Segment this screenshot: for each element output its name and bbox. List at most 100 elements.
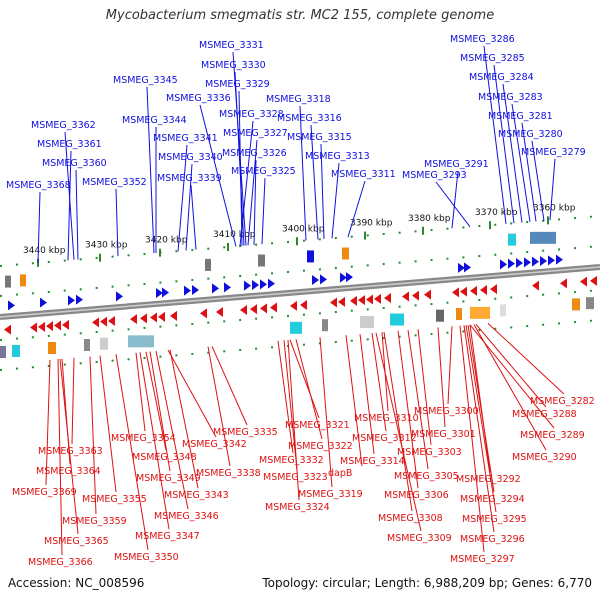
reverse-gene-arrow bbox=[46, 321, 53, 332]
reverse-gene-label: MSMEG_3324 bbox=[265, 502, 330, 513]
reverse-gene-label: MSMEG_3290 bbox=[512, 452, 577, 463]
reverse-gene-label: dapB bbox=[328, 468, 352, 479]
reverse-gene-arrow bbox=[460, 286, 467, 297]
forward-gene-leader bbox=[37, 191, 41, 263]
forward-gene-arrow bbox=[524, 257, 531, 268]
reverse-gene-arrow bbox=[480, 285, 487, 296]
reverse-gene-label: MSMEG_3308 bbox=[378, 513, 443, 524]
forward-gene-arrow bbox=[192, 285, 199, 296]
forward-gene-leader bbox=[299, 105, 307, 241]
reverse-gene-leader bbox=[383, 331, 413, 512]
reverse-gene-arrow bbox=[38, 321, 45, 332]
forward-gene-label: MSMEG_3311 bbox=[331, 169, 396, 180]
forward-gene-arrow bbox=[162, 287, 169, 298]
reverse-gene-leader bbox=[277, 340, 294, 454]
reverse-gene-label: MSMEG_3365 bbox=[44, 536, 109, 547]
forward-gene-leader bbox=[238, 90, 243, 246]
reverse-gene-leader bbox=[295, 339, 323, 440]
reverse-feature-block bbox=[500, 304, 506, 317]
forward-gene-arrow bbox=[312, 275, 319, 286]
reverse-gene-label: MSMEG_3338 bbox=[196, 468, 261, 479]
reverse-gene-leader bbox=[115, 354, 149, 551]
reverse-gene-label: MSMEG_3301 bbox=[411, 429, 476, 440]
reverse-gene-arrow bbox=[350, 295, 357, 306]
map-title: Mycobacterium smegmatis str. MC2 155, co… bbox=[105, 8, 495, 23]
reverse-feature-block bbox=[290, 321, 302, 334]
forward-gene-leader bbox=[177, 144, 188, 252]
forward-gene-leader bbox=[347, 180, 366, 238]
reverse-gene-arrow bbox=[366, 294, 373, 305]
forward-gene-label: MSMEG_3291 bbox=[424, 159, 489, 170]
reverse-gene-leader bbox=[135, 352, 146, 432]
reverse-gene-arrow bbox=[374, 293, 381, 304]
reverse-gene-leader bbox=[473, 324, 547, 451]
forward-gene-arrow bbox=[548, 255, 555, 266]
reverse-gene-label: MSMEG_3346 bbox=[154, 511, 219, 522]
reverse-gene-arrow bbox=[452, 287, 459, 298]
reverse-gene-leader bbox=[417, 329, 432, 446]
forward-gene-arrow bbox=[540, 256, 547, 267]
forward-gene-leader bbox=[261, 177, 266, 245]
forward-gene-label: MSMEG_3331 bbox=[199, 40, 264, 51]
forward-gene-leader bbox=[239, 120, 254, 247]
forward-gene-arrow bbox=[508, 258, 515, 269]
reverse-gene-leader bbox=[167, 349, 217, 438]
reverse-gene-label: MSMEG_3354 bbox=[111, 433, 176, 444]
forward-gene-label: MSMEG_3340 bbox=[158, 152, 223, 163]
reverse-gene-arrow bbox=[92, 317, 99, 328]
reverse-gene-label: MSMEG_3321 bbox=[285, 420, 350, 431]
reverse-gene-leader bbox=[169, 349, 199, 489]
reverse-gene-arrow bbox=[358, 295, 365, 306]
reverse-gene-arrow bbox=[590, 275, 597, 286]
forward-gene-label: MSMEG_3368 bbox=[6, 180, 71, 191]
reverse-gene-label: MSMEG_3347 bbox=[135, 531, 200, 542]
reverse-gene-label: MSMEG_3282 bbox=[530, 396, 595, 407]
reverse-gene-label: MSMEG_3342 bbox=[182, 439, 247, 450]
reverse-gene-arrow bbox=[338, 296, 345, 307]
reverse-feature-block bbox=[12, 345, 20, 358]
forward-gene-label: MSMEG_3281 bbox=[488, 111, 553, 122]
forward-gene-leader bbox=[146, 86, 155, 254]
forward-gene-leader bbox=[75, 169, 79, 260]
reverse-gene-label: MSMEG_3310 bbox=[354, 413, 419, 424]
reverse-gene-leader bbox=[287, 339, 300, 501]
forward-gene-label: MSMEG_3345 bbox=[113, 75, 178, 86]
forward-gene-arrow bbox=[252, 280, 259, 291]
forward-gene-label: MSMEG_3293 bbox=[402, 170, 467, 181]
forward-gene-arrow bbox=[340, 272, 347, 283]
reverse-gene-label: MSMEG_3343 bbox=[164, 490, 229, 501]
reverse-gene-label: MSMEG_3359 bbox=[62, 516, 127, 527]
reverse-gene-arrow bbox=[424, 289, 431, 300]
reverse-feature-block bbox=[470, 306, 490, 319]
forward-gene-arrow bbox=[556, 254, 563, 265]
reverse-gene-label: MSMEG_3295 bbox=[462, 514, 527, 525]
forward-gene-leader bbox=[234, 71, 245, 246]
forward-gene-arrow bbox=[184, 285, 191, 296]
reverse-feature-block bbox=[360, 316, 374, 329]
reverse-gene-label: MSMEG_3323 bbox=[263, 472, 328, 483]
reverse-gene-leader bbox=[463, 325, 495, 533]
forward-gene-arrow bbox=[68, 295, 75, 306]
reverse-gene-label: MSMEG_3289 bbox=[520, 430, 585, 441]
forward-gene-label: MSMEG_3362 bbox=[31, 120, 96, 131]
forward-gene-label: MSMEG_3285 bbox=[460, 53, 525, 64]
forward-feature-block bbox=[342, 247, 349, 260]
forward-gene-label: MSMEG_3344 bbox=[122, 115, 187, 126]
forward-gene-arrow bbox=[516, 258, 523, 269]
reverse-gene-leader bbox=[207, 346, 231, 467]
forward-gene-label: MSMEG_3352 bbox=[82, 177, 147, 188]
forward-gene-leader bbox=[331, 162, 340, 239]
forward-gene-label: MSMEG_3329 bbox=[205, 79, 270, 90]
reverse-gene-arrow bbox=[250, 304, 257, 315]
reverse-gene-leader bbox=[89, 356, 97, 515]
forward-gene-label: MSMEG_3325 bbox=[231, 166, 296, 177]
reverse-gene-arrow bbox=[130, 314, 137, 325]
reverse-feature-block bbox=[572, 298, 580, 311]
forward-feature-block bbox=[205, 258, 211, 271]
forward-feature-block bbox=[20, 274, 26, 287]
reverse-gene-leader bbox=[397, 330, 419, 489]
forward-gene-label: MSMEG_3313 bbox=[305, 151, 370, 162]
reverse-gene-leader bbox=[487, 322, 565, 395]
forward-gene-leader bbox=[451, 170, 459, 229]
